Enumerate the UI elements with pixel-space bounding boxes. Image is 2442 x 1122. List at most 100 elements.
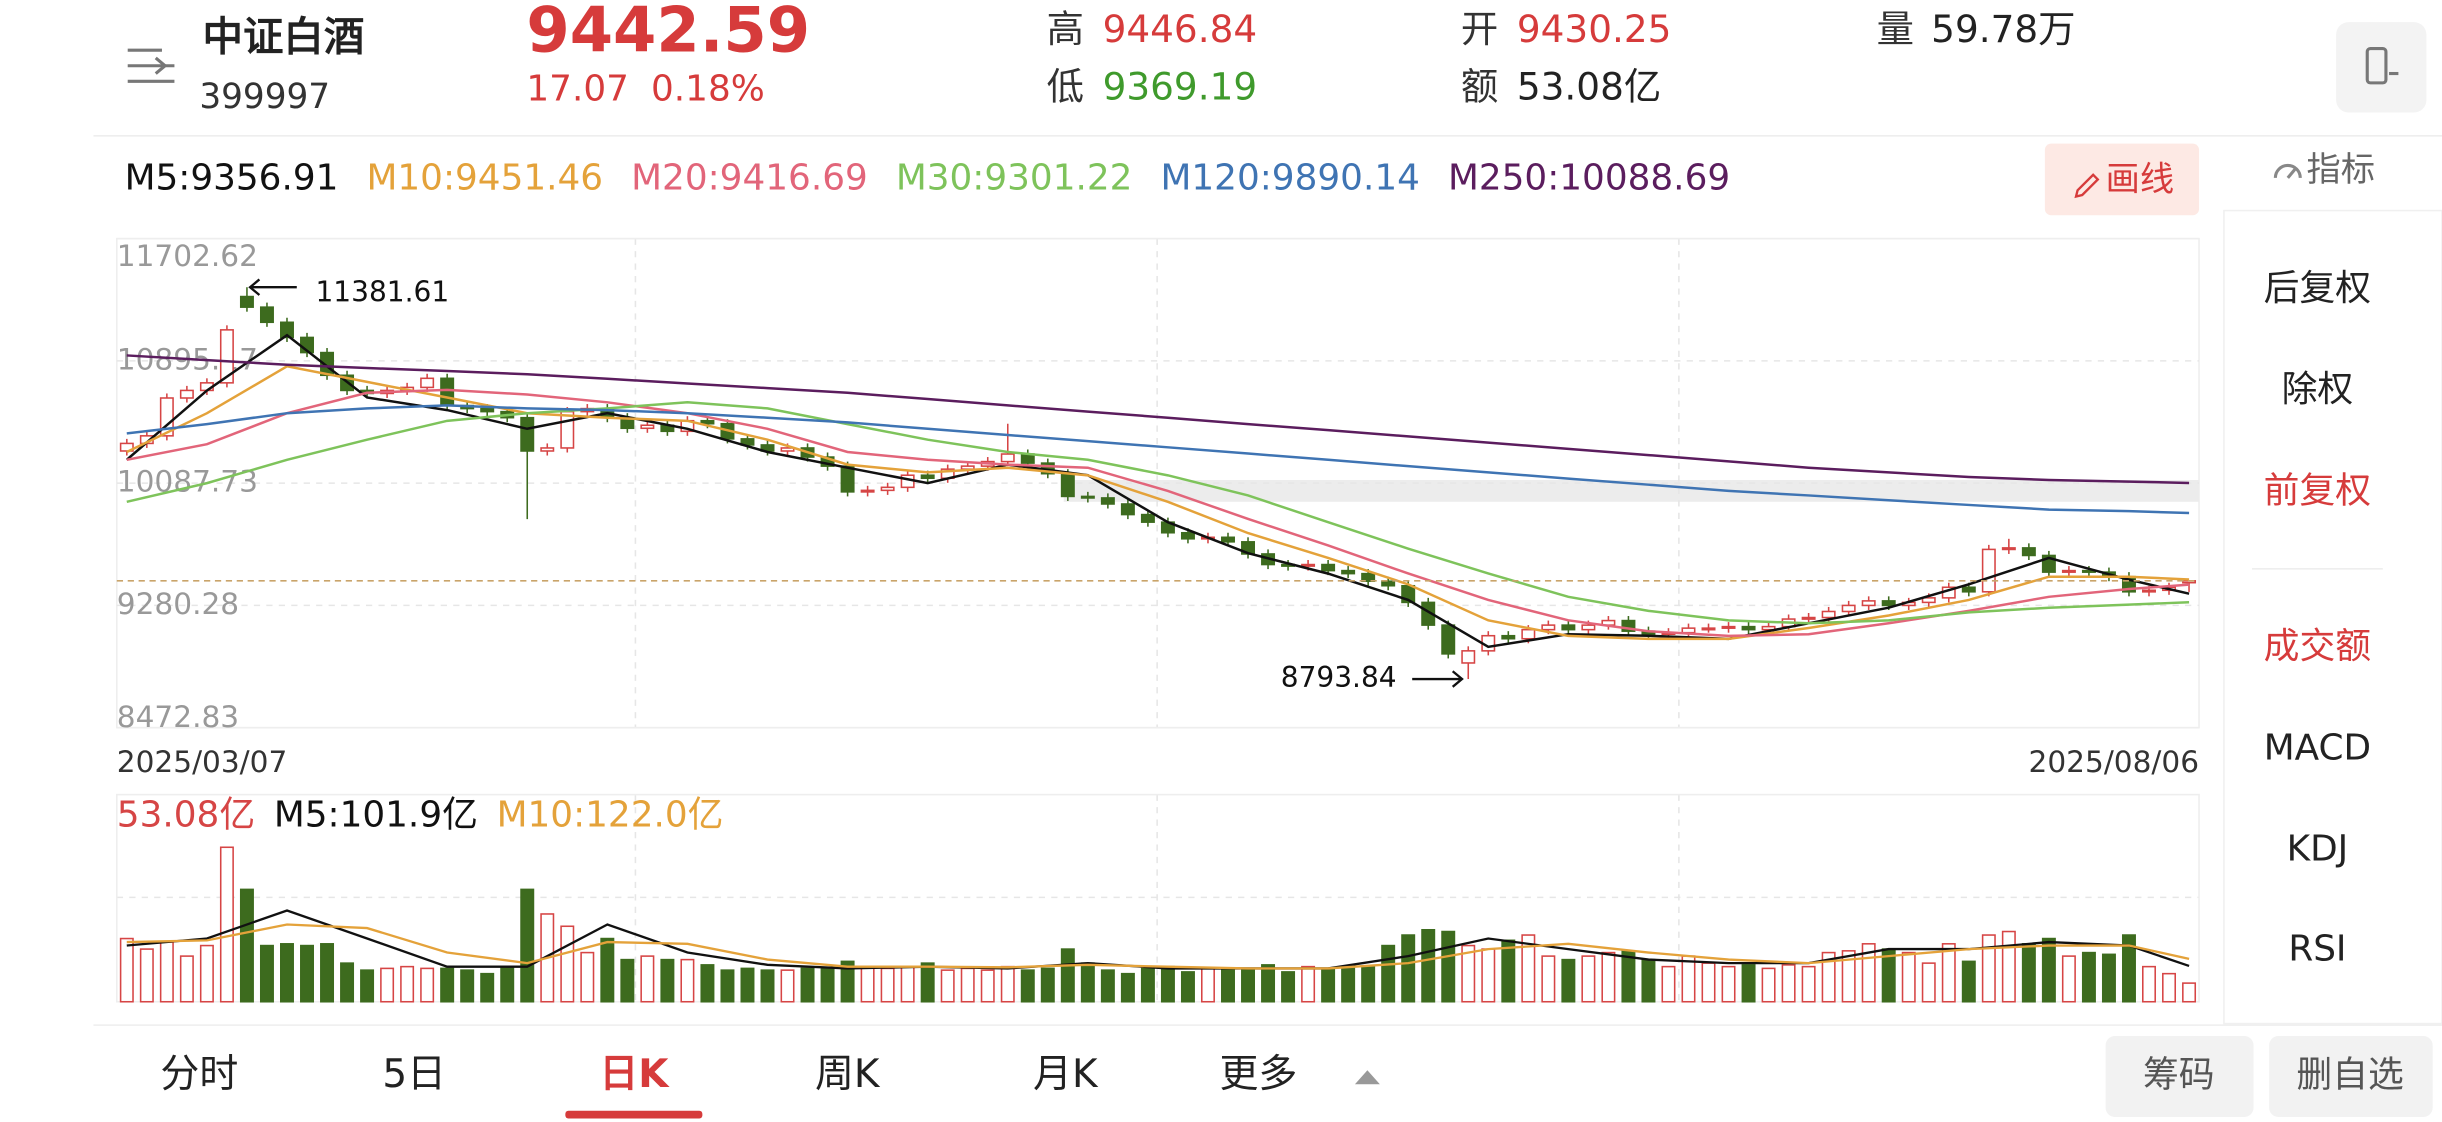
volume-bar — [2162, 972, 2176, 1003]
volume-label: 量 — [1877, 7, 1914, 51]
ma-line — [126, 365, 2190, 641]
volume-bar — [360, 969, 375, 1003]
tab[interactable]: 周K — [815, 1052, 881, 1097]
candle-body — [1521, 628, 1536, 640]
menu-icon[interactable] — [127, 48, 175, 83]
volume-bar — [980, 969, 995, 1003]
side-menu-item[interactable]: KDJ — [2287, 829, 2349, 870]
candle-body — [280, 321, 294, 339]
ma-line — [126, 401, 2190, 625]
volume-bar — [139, 948, 154, 1003]
draw-button[interactable]: 画线 — [2044, 143, 2200, 216]
volume-bar — [1921, 962, 1936, 1003]
side-menu-item[interactable]: 除权 — [2282, 369, 2354, 410]
device-button[interactable] — [2336, 22, 2427, 113]
volume-bar — [780, 969, 795, 1003]
side-menu-item[interactable]: 成交额 — [2264, 626, 2371, 667]
change-pct: 0.18% — [651, 69, 765, 110]
volume-bar — [1421, 928, 1436, 1003]
candle-body — [1701, 627, 1716, 631]
chips-button[interactable]: 筹码 — [2105, 1036, 2254, 1117]
tab[interactable]: 月K — [1033, 1052, 1099, 1097]
candle-body — [1741, 625, 1756, 631]
candle-body — [1921, 597, 1936, 604]
y-tick-label: 11702.62 — [117, 239, 258, 273]
side-menu-item[interactable]: RSI — [2288, 928, 2346, 969]
amount-label: 额 — [1461, 65, 1498, 109]
tab[interactable]: 日K — [599, 1052, 670, 1097]
volume-bar — [440, 967, 455, 1003]
candle-body — [259, 306, 274, 324]
candle-body — [1561, 624, 1576, 631]
ma-legend: M5:9356.91 M10:9451.46 M20:9416.69 M30:9301… — [125, 157, 1731, 198]
volume-bar — [340, 962, 355, 1003]
side-menu-item[interactable]: 后复权 — [2264, 268, 2371, 309]
volume-bar — [1721, 965, 1736, 1003]
tab[interactable]: 更多 — [1219, 1052, 1297, 1097]
volume-bar — [1341, 965, 1356, 1003]
tab[interactable]: 5日 — [382, 1052, 446, 1097]
volume-bar — [1981, 934, 1996, 1003]
volume-bar — [2081, 951, 2096, 1003]
candle-body — [1821, 610, 1836, 619]
volume-bar — [1120, 972, 1135, 1003]
candle-body — [2001, 547, 2016, 551]
volume-bar — [1361, 965, 1376, 1003]
low-label: 低 — [1047, 65, 1084, 109]
volume-bar — [1681, 955, 1696, 1003]
ma-line — [126, 404, 2190, 515]
max-label: 11381.61 — [315, 275, 449, 308]
volume-bar — [1381, 944, 1396, 1003]
remove-button[interactable]: 删自选 — [2269, 1036, 2433, 1117]
stock-code: 399997 — [199, 77, 330, 117]
volume-bar — [660, 958, 675, 1003]
indicator-label[interactable]: 指标 — [2307, 150, 2376, 190]
candle-body — [420, 377, 435, 389]
button-label[interactable]: 筹码 — [2143, 1054, 2215, 1095]
volume-bar — [259, 944, 274, 1003]
volume-bar — [800, 967, 815, 1003]
candle-body — [640, 424, 655, 430]
volume-bar — [820, 967, 835, 1003]
volume-bar — [2041, 937, 2056, 1003]
candle-body — [480, 407, 495, 413]
volume-bar — [1801, 965, 1816, 1003]
volume-bar — [380, 967, 395, 1003]
candle-body — [1981, 548, 1996, 593]
volume-bar — [1581, 955, 1596, 1003]
volume-bar — [119, 937, 134, 1003]
candle-body — [1221, 536, 1235, 543]
side-menu-item[interactable]: MACD — [2264, 727, 2371, 768]
candle-body — [1140, 513, 1155, 523]
volume-bar — [760, 969, 775, 1003]
volume-bar — [1321, 967, 1336, 1003]
volume-bar — [560, 925, 575, 1003]
volume-bar — [880, 967, 895, 1003]
side-menu-item[interactable]: 前复权 — [2264, 470, 2371, 511]
volume-label: 53.08亿 — [117, 794, 255, 835]
volume-bar — [1601, 951, 1616, 1003]
volume-bar — [1261, 964, 1276, 1003]
ma-line — [125, 333, 2190, 649]
volume-bar — [400, 965, 415, 1003]
v-grid — [116, 238, 2200, 1002]
volume-bar — [1281, 971, 1296, 1003]
tab[interactable]: 分时 — [160, 1052, 238, 1097]
indicator-button[interactable]: 指标 — [2273, 150, 2376, 190]
more-arrow[interactable] — [1354, 1070, 1380, 1085]
ma-legend-item: M5:9356.91 — [125, 157, 339, 198]
volume-bar — [1481, 948, 1496, 1003]
volume-bar — [1180, 971, 1195, 1003]
amount-value: 53.08亿 — [1517, 65, 1661, 109]
candle-body — [1180, 531, 1195, 540]
volume-bar — [1781, 964, 1796, 1003]
candle-body — [239, 295, 254, 308]
button-label[interactable]: 删自选 — [2296, 1054, 2403, 1095]
candle-body — [700, 419, 715, 425]
draw-label[interactable]: 画线 — [2106, 159, 2175, 199]
candle-body — [920, 474, 935, 480]
side-panel — [2223, 209, 2442, 1025]
price: 9442.59 — [526, 0, 810, 67]
